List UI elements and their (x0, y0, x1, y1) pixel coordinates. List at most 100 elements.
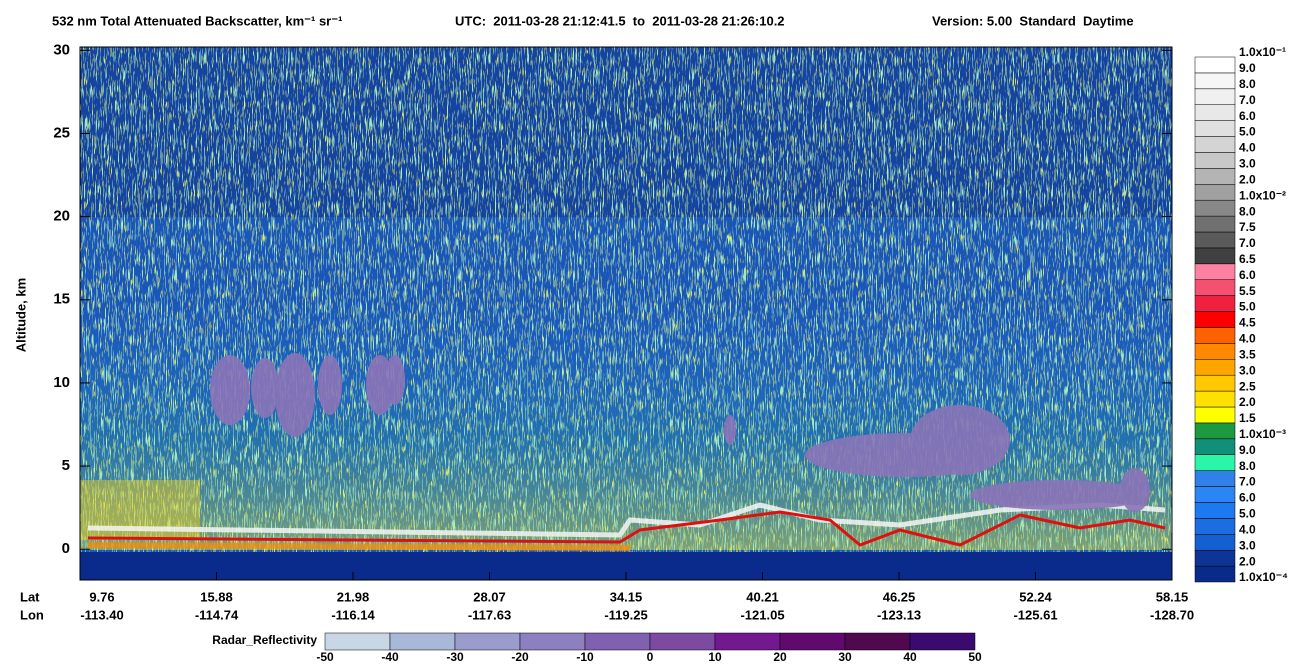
colorbar-swatch (1194, 390, 1236, 408)
y-tick-label: 25 (53, 124, 70, 141)
x-lon-label: -119.25 (604, 607, 647, 622)
radar-tick-label: 50 (968, 650, 982, 664)
title-row: 532 nm Total Attenuated Backscatter, km⁻… (52, 13, 1134, 28)
y-axis-label: Altitude, km (13, 278, 28, 352)
colorbar-swatch (1194, 438, 1236, 455)
colorbar-swatch (1194, 454, 1236, 471)
colorbar-label: 8.0 (1239, 204, 1256, 218)
y-tick-label: 15 (53, 291, 70, 308)
colorbar-label: 4.0 (1239, 522, 1256, 536)
radar-swatch (584, 632, 651, 651)
x-row-label: Lat (20, 589, 40, 604)
y-tick-label: 30 (53, 41, 70, 58)
x-lon-label: -116.14 (331, 607, 375, 622)
colorbar-label: 2.0 (1239, 395, 1256, 409)
colorbar-label: 1.5 (1239, 411, 1256, 425)
radar-swatch (714, 632, 781, 651)
radar-tick-label: -10 (576, 650, 594, 664)
radar-swatch (454, 632, 521, 651)
colorbar-label: 4.5 (1239, 316, 1256, 330)
colorbar-swatch (1194, 565, 1236, 583)
radar-swatch (649, 632, 716, 651)
x-lat-label: 15.88 (200, 589, 233, 604)
colorbar-label: 7.0 (1239, 93, 1256, 107)
x-row-label: Lon (20, 607, 44, 622)
colorbar-swatch (1194, 263, 1236, 280)
colorbar-swatch (1194, 549, 1236, 567)
colorbar-swatch (1194, 120, 1236, 137)
radar-tick-label: 30 (838, 650, 852, 664)
colorbar-label: 5.0 (1239, 507, 1256, 521)
colorbar-label: 5.0 (1239, 300, 1256, 314)
x-lon-label: -113.40 (80, 607, 123, 622)
colorbar-swatch (1194, 422, 1236, 440)
colorbar-swatch (1194, 279, 1236, 296)
backscatter-image (80, 47, 1172, 580)
y-tick-label: 20 (53, 208, 70, 225)
colorbar-label: 4.0 (1239, 141, 1256, 155)
colorbar-swatch (1194, 168, 1236, 185)
colorbar-label: 1.0x10⁻⁴ (1239, 570, 1288, 584)
colorbar-label: 6.5 (1239, 252, 1256, 266)
colorbar-label: 2.0 (1239, 172, 1256, 186)
colorbar-label: 3.0 (1239, 363, 1256, 377)
radar-tick-label: 40 (903, 650, 917, 664)
x-lat-label: 58.15 (1156, 589, 1189, 604)
x-lat-label: 46.25 (883, 589, 916, 604)
colorbar-swatch (1194, 231, 1236, 249)
x-lon-label: -117.63 (468, 607, 511, 622)
colorbar-label: 1.0x10⁻³ (1239, 427, 1286, 441)
colorbar-label: 9.0 (1239, 61, 1256, 75)
colorbar-swatch (1194, 199, 1236, 217)
radar-swatch (324, 632, 391, 651)
radar-tick-label: -40 (381, 650, 399, 664)
colorbar-label: 5.0 (1239, 125, 1256, 139)
colorbar-swatch (1194, 311, 1236, 328)
colorbar-swatch (1194, 534, 1236, 551)
colorbar-label: 1.0x10⁻² (1239, 188, 1286, 202)
x-lat-label: 34.15 (610, 589, 643, 604)
colorbar-label: 4.0 (1239, 332, 1256, 346)
colorbar-label: 1.0x10⁻¹ (1239, 45, 1286, 59)
colorbar-swatch (1194, 88, 1236, 105)
chart-title: 532 nm Total Attenuated Backscatter, km⁻… (52, 13, 342, 28)
colorbar-swatch (1194, 502, 1236, 519)
radar-tick-label: -20 (511, 650, 529, 664)
radar-tick-label: 20 (773, 650, 787, 664)
colorbar-label: 9.0 (1239, 443, 1256, 457)
x-lat-label: 28.07 (473, 589, 506, 604)
radar-swatch (844, 632, 911, 651)
colorbar-swatch (1194, 295, 1236, 312)
colorbar-label: 6.0 (1239, 109, 1256, 123)
colorbar-swatch (1194, 215, 1236, 233)
colorbar-label: 6.0 (1239, 491, 1256, 505)
colorbar-swatch (1194, 152, 1236, 169)
colorbar-label: 7.0 (1239, 475, 1256, 489)
radar-swatch (909, 632, 976, 651)
version: Version: 5.00 Standard Daytime (932, 13, 1134, 28)
colorbar-swatch (1194, 470, 1236, 487)
colorbar-swatch (1194, 343, 1236, 360)
colorbar-label: 3.0 (1239, 538, 1256, 552)
radar-swatch (519, 632, 586, 651)
colorbar-label: 7.5 (1239, 220, 1256, 234)
colorbar-swatch (1194, 72, 1236, 90)
radar-label: Radar_Reflectivity (212, 633, 317, 647)
radar-swatch (389, 632, 456, 651)
colorbar-swatch (1194, 184, 1236, 201)
radar-tick-label: -50 (316, 650, 334, 664)
colorbar-swatch (1194, 104, 1236, 121)
x-lon-label: -121.05 (740, 607, 784, 622)
colorbar-label: 2.5 (1239, 379, 1256, 393)
colorbar-swatch (1194, 374, 1236, 392)
radar-tick-label: 0 (647, 650, 654, 664)
x-lat-label: 40.21 (746, 589, 779, 604)
colorbar-swatch (1194, 406, 1236, 424)
x-lon-label: -128.70 (1150, 607, 1194, 622)
x-lon-label: -123.13 (877, 607, 921, 622)
time-range: UTC: 2011-03-28 21:12:41.5 to 2011-03-28… (455, 13, 785, 28)
y-tick-label: 0 (62, 540, 70, 557)
x-lat-label: 9.76 (89, 589, 114, 604)
x-lon-label: -125.61 (1013, 607, 1057, 622)
